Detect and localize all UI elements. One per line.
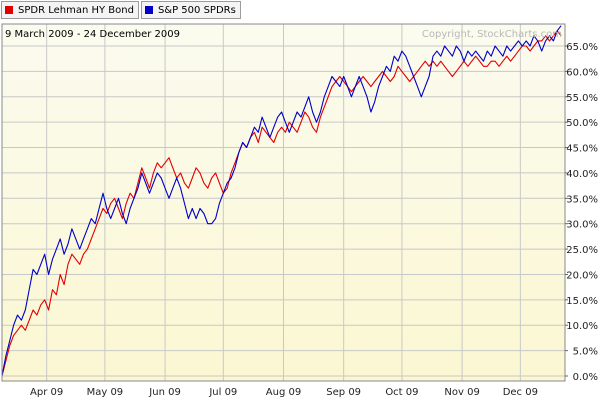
y-tick-label: 45.0% xyxy=(566,144,598,155)
date-range-label: 9 March 2009 - 24 December 2009 xyxy=(5,29,180,40)
x-tick-label: May 09 xyxy=(87,387,124,398)
legend-label: SPDR Lehman HY Bond xyxy=(18,4,134,16)
y-tick-label: 60.0% xyxy=(566,67,598,78)
legend-item: SPDR Lehman HY Bond xyxy=(1,1,139,19)
copyright-watermark: Copyright, StockCharts.com xyxy=(422,29,562,40)
y-tick-label: 50.0% xyxy=(566,118,598,129)
y-tick-label: 65.0% xyxy=(566,42,598,53)
y-tick-label: 15.0% xyxy=(566,296,598,307)
series-line-0 xyxy=(1,30,562,377)
series-layer xyxy=(1,25,562,377)
x-axis-ticks: Apr 09 May 09 Jun 09 Jul 09 Aug 09 Sep 09 Oct … xyxy=(30,387,538,398)
legend-swatch xyxy=(5,6,13,14)
y-tick-label: 20.0% xyxy=(566,270,598,281)
y-tick-label: 5.0% xyxy=(573,347,598,358)
x-tick-label: Apr 09 xyxy=(30,387,63,398)
x-tick-label: Dec 09 xyxy=(503,387,538,398)
x-tick-label: Jun 09 xyxy=(148,387,181,398)
legend-swatch xyxy=(144,6,153,14)
plot-border xyxy=(1,23,566,382)
y-tick-label: 10.0% xyxy=(566,321,598,332)
y-tick-label: 35.0% xyxy=(566,194,598,205)
chart-legend: SPDR Lehman HY Bond S&P 500 SPDRs xyxy=(1,1,243,19)
y-axis-ticks: 0.0% 5.0% 10.0% 15.0% 20.0% 25.0% 30.0% 35.0% 40… xyxy=(565,42,598,383)
x-tick-label: Jul 09 xyxy=(208,387,237,398)
y-tick-label: 40.0% xyxy=(566,169,598,180)
series-line-1 xyxy=(1,25,562,377)
x-tick-label: Nov 09 xyxy=(444,387,479,398)
y-tick-label: 25.0% xyxy=(566,245,598,256)
x-tick-label: Oct 09 xyxy=(385,387,418,398)
legend-item: S&P 500 SPDRs xyxy=(140,1,241,19)
y-tick-label: 30.0% xyxy=(566,220,598,231)
x-tick-label: Sep 09 xyxy=(326,387,361,398)
legend-label: S&P 500 SPDRs xyxy=(157,4,236,16)
y-tick-label: 55.0% xyxy=(566,93,598,104)
x-tick-label: Aug 09 xyxy=(266,387,301,398)
y-tick-label: 0.0% xyxy=(573,372,598,383)
